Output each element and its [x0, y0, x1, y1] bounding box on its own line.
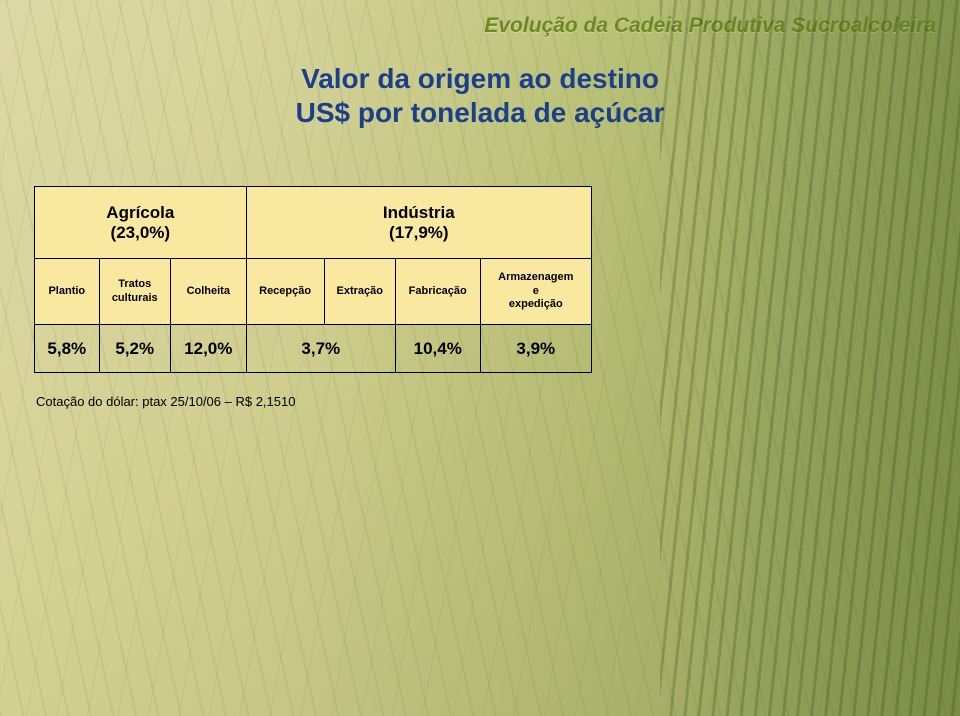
table-column-row: PlantioTratosculturaisColheitaRecepçãoEx… [35, 259, 592, 325]
table-value-cell: 3,7% [246, 325, 395, 373]
table-column-cell: Fabricação [395, 259, 480, 325]
table-column-cell: Extração [324, 259, 395, 325]
subtitle: Valor da origem ao destino US$ por tonel… [0, 62, 960, 129]
table-value-cell: 5,8% [35, 325, 100, 373]
table-column-cell: Tratosculturais [99, 259, 170, 325]
table-column-cell: Plantio [35, 259, 100, 325]
table-group-cell: Indústria(17,9%) [246, 187, 591, 259]
table-group-cell: Agrícola(23,0%) [35, 187, 247, 259]
table-column-cell: Recepção [246, 259, 324, 325]
table-value-cell: 5,2% [99, 325, 170, 373]
table-group-row: Agrícola(23,0%)Indústria(17,9%) [35, 187, 592, 259]
table-value-cell: 12,0% [170, 325, 246, 373]
page-header-title: Evolução da Cadeia Produtiva Sucroalcole… [484, 14, 936, 38]
value-chain-table: Agrícola(23,0%)Indústria(17,9%) PlantioT… [34, 186, 592, 373]
table-value-cell: 3,9% [480, 325, 591, 373]
subtitle-line2: US$ por tonelada de açúcar [0, 96, 960, 130]
table-column-cell: Colheita [170, 259, 246, 325]
subtitle-line1: Valor da origem ao destino [301, 63, 659, 94]
table-column-cell: Armazenagemeexpedição [480, 259, 591, 325]
table-value-cell: 10,4% [395, 325, 480, 373]
table-value-row: 5,8%5,2%12,0%3,7%10,4%3,9% [35, 325, 592, 373]
table: Agrícola(23,0%)Indústria(17,9%) PlantioT… [34, 186, 592, 373]
footnote: Cotação do dólar: ptax 25/10/06 – R$ 2,1… [36, 394, 295, 409]
